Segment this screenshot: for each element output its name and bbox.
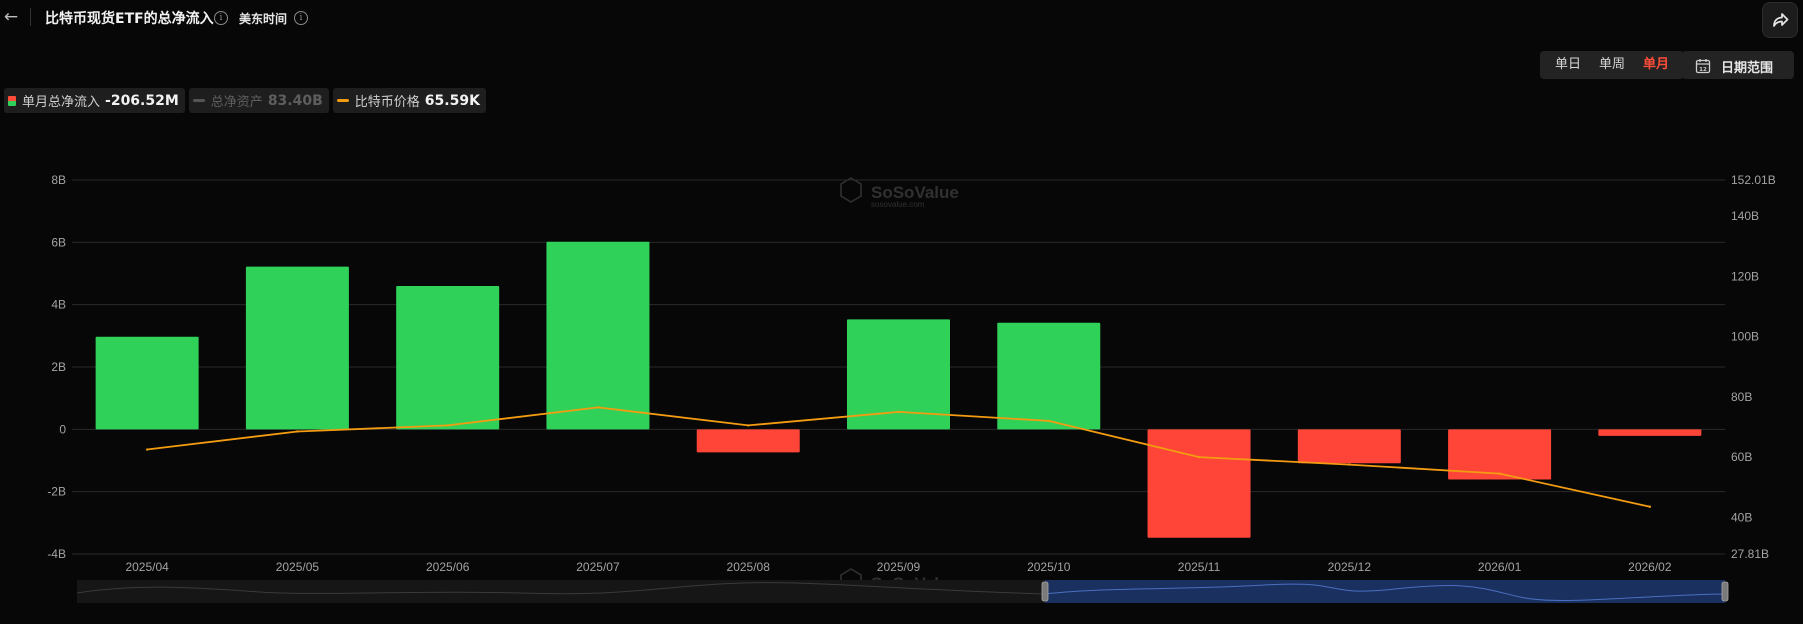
- price-point: [1197, 455, 1201, 459]
- timezone-info-icon[interactable]: i: [294, 11, 308, 25]
- top-bar: ← 比特币现货ETF的总净流入 i 美东时间 i: [0, 0, 1803, 38]
- bar-2025/11: [1147, 429, 1251, 538]
- y-right-tick-label: 140B: [1731, 209, 1759, 223]
- navigator-left-handle: [1041, 581, 1049, 602]
- svg-text:12: 12: [1699, 67, 1707, 73]
- navigator-selection: [1045, 580, 1725, 603]
- bar-series: [95, 241, 1702, 538]
- legend-item-net-inflow[interactable]: 单月总净流入 -206.52M: [4, 88, 185, 113]
- x-tick-label: 2025/10: [1027, 560, 1071, 574]
- price-point: [897, 410, 900, 414]
- chart-legend: 单月总净流入 -206.52M 总净资产 83.40B 比特币价格 65.59K: [4, 88, 486, 113]
- period-weekly-button[interactable]: 单周: [1599, 57, 1626, 72]
- price-point: [1648, 505, 1652, 508]
- timezone-label: 美东时间: [239, 12, 288, 26]
- legend-name: 比特币价格: [354, 95, 420, 110]
- legend-name: 总净资产: [210, 95, 263, 110]
- legend-value: -206.52M: [105, 92, 179, 109]
- bar-2025/06: [396, 285, 500, 430]
- x-tick-label: 2025/11: [1178, 560, 1221, 574]
- y-left-tick-label: 2B: [51, 360, 66, 374]
- y-left-tick-label: 0: [59, 422, 66, 436]
- price-point: [1348, 463, 1351, 466]
- date-range-label: 日期范围: [1721, 61, 1774, 76]
- x-tick-label: 2025/06: [426, 560, 470, 574]
- price-point: [1498, 472, 1501, 475]
- legend-item-total-assets[interactable]: 总净资产 83.40B: [188, 88, 329, 113]
- x-tick-label: 2025/04: [125, 560, 169, 574]
- price-point: [446, 424, 449, 427]
- bar-2026/01: [1448, 429, 1552, 480]
- bar-2025/07: [546, 241, 650, 430]
- y-right-tick-label: 100B: [1731, 330, 1759, 344]
- y-right-tick-label: 152.01B: [1731, 173, 1776, 187]
- net-inflow-swatch: [8, 95, 16, 106]
- range-navigator[interactable]: [76, 580, 1729, 603]
- x-tick-label: 2025/07: [576, 560, 620, 574]
- x-tick-label: 2025/08: [727, 560, 771, 574]
- bar-2025/12: [1297, 429, 1401, 464]
- page-title: 比特币现货ETF的总净流入: [45, 11, 214, 27]
- period-daily-button[interactable]: 单日: [1555, 57, 1582, 72]
- y-left-tick-label: -2B: [47, 485, 66, 499]
- price-point: [145, 448, 149, 451]
- x-axis: 2025/04 2025/05 2025/06 2025/07 2025/08 2025/…: [125, 560, 1671, 574]
- y-axis-left: 8B 6B 4B 2B 0 -2B -4B: [47, 173, 66, 561]
- x-tick-label: 2026/01: [1478, 560, 1522, 574]
- y-right-tick-label: 80B: [1731, 390, 1752, 404]
- x-tick-label: 2025/05: [276, 560, 320, 574]
- date-range-button[interactable]: 12 日期范围: [1682, 51, 1794, 79]
- period-toggle: 单日 单周 单月: [1540, 51, 1685, 79]
- legend-name: 单月总净流入: [22, 95, 101, 110]
- total-assets-swatch: [192, 99, 205, 102]
- x-tick-label: 2025/09: [877, 560, 921, 574]
- y-left-tick-label: 8B: [51, 173, 66, 187]
- watermark-brand: SoSoValue: [871, 183, 959, 202]
- y-right-tick-label: 27.81B: [1731, 547, 1769, 561]
- bar-2025/08: [696, 429, 800, 453]
- price-point: [596, 406, 600, 409]
- y-left-tick-label: 6B: [51, 235, 66, 249]
- title-info-icon[interactable]: i: [214, 11, 228, 25]
- sosovalue-logo-icon: [840, 177, 862, 203]
- navigator-history-line: [76, 582, 1046, 595]
- navigator-selected-line: [1044, 583, 1726, 602]
- y-right-tick-label: 40B: [1731, 510, 1752, 524]
- price-point: [1047, 419, 1050, 423]
- price-line-series: [145, 406, 1652, 508]
- header-divider: [30, 8, 31, 26]
- share-button[interactable]: [1762, 2, 1798, 38]
- watermark-sub: sosovalue.com: [871, 200, 925, 209]
- share-icon: [1773, 13, 1789, 27]
- navigator-right-handle: [1721, 581, 1729, 602]
- bar-2025/09: [847, 319, 950, 430]
- legend-value: 65.59K: [424, 92, 480, 109]
- y-axis-right: 152.01B 140B 120B 100B 80B 60B 40B 27.81B: [1731, 173, 1776, 561]
- bar-2026/02: [1598, 429, 1702, 436]
- price-point: [747, 424, 750, 427]
- bar-2025/05: [245, 266, 349, 430]
- y-right-tick-label: 120B: [1731, 269, 1759, 283]
- legend-item-btc-price[interactable]: 比特币价格 65.59K: [332, 88, 486, 113]
- btc-price-swatch: [336, 99, 349, 102]
- period-monthly-button[interactable]: 单月: [1643, 57, 1670, 72]
- y-right-tick-label: 60B: [1731, 450, 1752, 464]
- y-left-tick-label: 4B: [51, 298, 66, 312]
- bar-2025/10: [997, 322, 1101, 430]
- x-tick-label: 2026/02: [1628, 560, 1672, 574]
- price-point: [296, 430, 299, 433]
- x-tick-label: 2025/12: [1328, 560, 1372, 574]
- legend-value: 83.40B: [267, 92, 323, 109]
- y-left-tick-label: -4B: [47, 547, 66, 561]
- back-arrow-icon[interactable]: ←: [3, 7, 19, 27]
- calendar-icon: 12: [1695, 59, 1711, 74]
- bar-2025/04: [95, 336, 199, 430]
